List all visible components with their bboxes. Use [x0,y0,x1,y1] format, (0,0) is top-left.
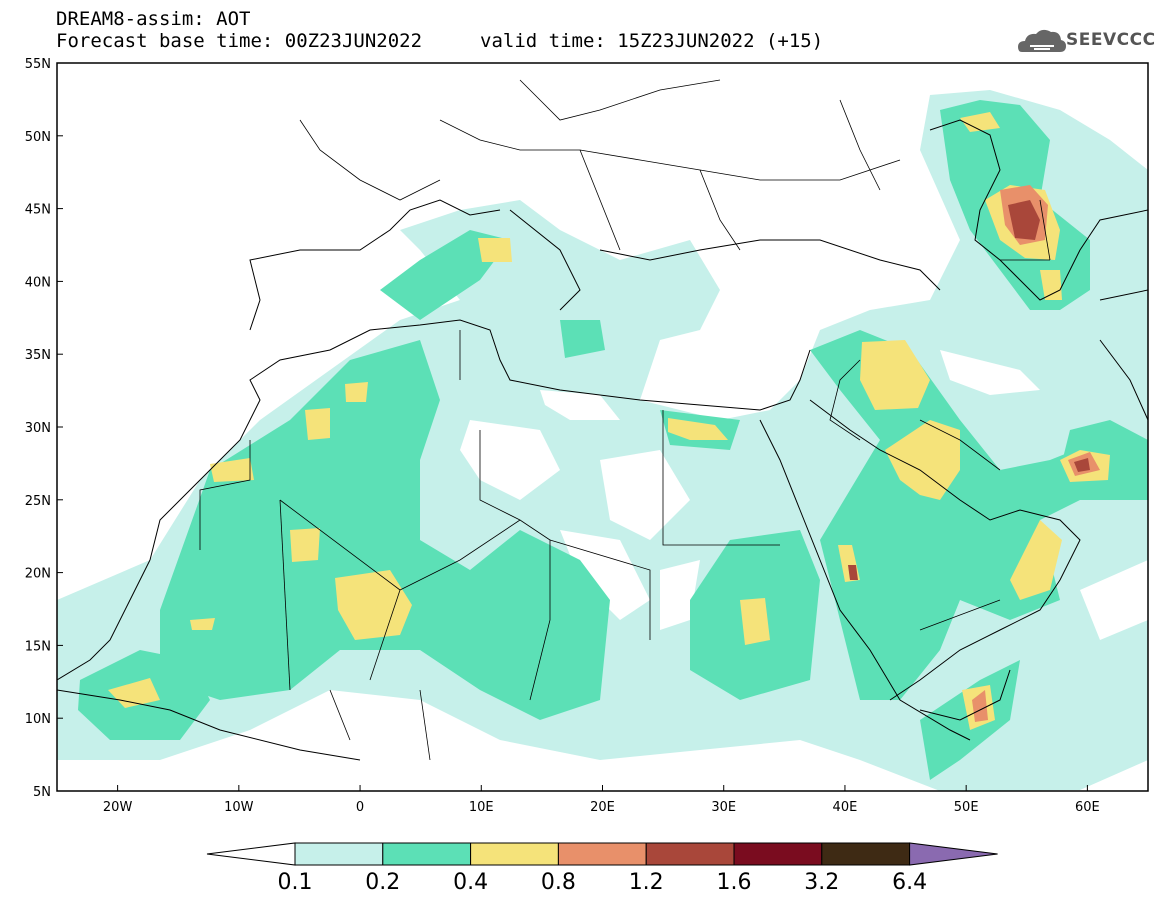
lat-tick-label: 25N [25,494,51,509]
lat-tick-label: 55N [25,57,51,72]
lat-tick-label: 30N [25,421,51,436]
colorbar-segment [294,842,384,866]
colorbar-label: 0.4 [453,870,488,895]
colorbar-segment [645,842,735,866]
colorbar-high-extension [909,842,998,866]
longitude-axis: 20W 10W 0 10E 20E 30E 40E 50E 60E [103,785,1100,815]
aot-1.2-1.6-contours [848,200,1090,580]
lat-tick-label: 50N [25,130,51,145]
lon-tick-label: 40E [833,800,858,815]
forecast-base-time: Forecast base time: 00Z23JUN2022 [56,30,423,52]
colorbar-segment [733,842,823,866]
lat-tick-label: 20N [25,567,51,582]
colorbar-segment [821,842,911,866]
lon-tick-label: 20W [103,800,133,815]
lat-tick-label: 10N [25,712,51,727]
lat-tick-label: 35N [25,348,51,363]
colorbar-label: 1.2 [629,870,664,895]
colorbar-low-extension [206,842,296,866]
lon-tick-label: 10W [224,800,254,815]
colorbar-segment [557,842,647,866]
colorbar-segment [470,842,559,866]
logo-text: SEEVCCC [1066,30,1156,50]
chart-title: DREAM8-assim: AOT [56,8,251,30]
latitude-axis: 55N 50N 45N 40N 35N 30N 25N 20N 15N 10N 5N [25,57,63,800]
cloud-logo-icon [1018,29,1066,52]
aot-field [57,79,1148,791]
lon-tick-label: 0 [356,800,364,815]
colorbar-label: 6.4 [892,870,927,895]
lat-tick-label: 45N [25,203,51,218]
lon-tick-label: 30E [711,800,736,815]
colorbar-label: 0.8 [541,870,576,895]
country-borders [199,79,1051,761]
lat-tick-label: 5N [33,785,51,800]
lon-tick-label: 60E [1075,800,1100,815]
colorbar-label: 1.6 [717,870,752,895]
colorbar-label: 0.2 [365,870,400,895]
colorbar-label: 3.2 [804,870,839,895]
colorbar: 0.1 0.2 0.4 0.8 1.2 1.6 3.2 6.4 [206,842,998,895]
colorbar-label: 0.1 [278,870,313,895]
lon-tick-label: 20E [590,800,615,815]
valid-time: valid time: 15Z23JUN2022 (+15) [480,30,824,52]
lon-tick-label: 10E [469,800,494,815]
lon-tick-label: 50E [954,800,979,815]
lat-tick-label: 40N [25,275,51,290]
lat-tick-label: 15N [25,639,51,654]
colorbar-segment [382,842,472,866]
